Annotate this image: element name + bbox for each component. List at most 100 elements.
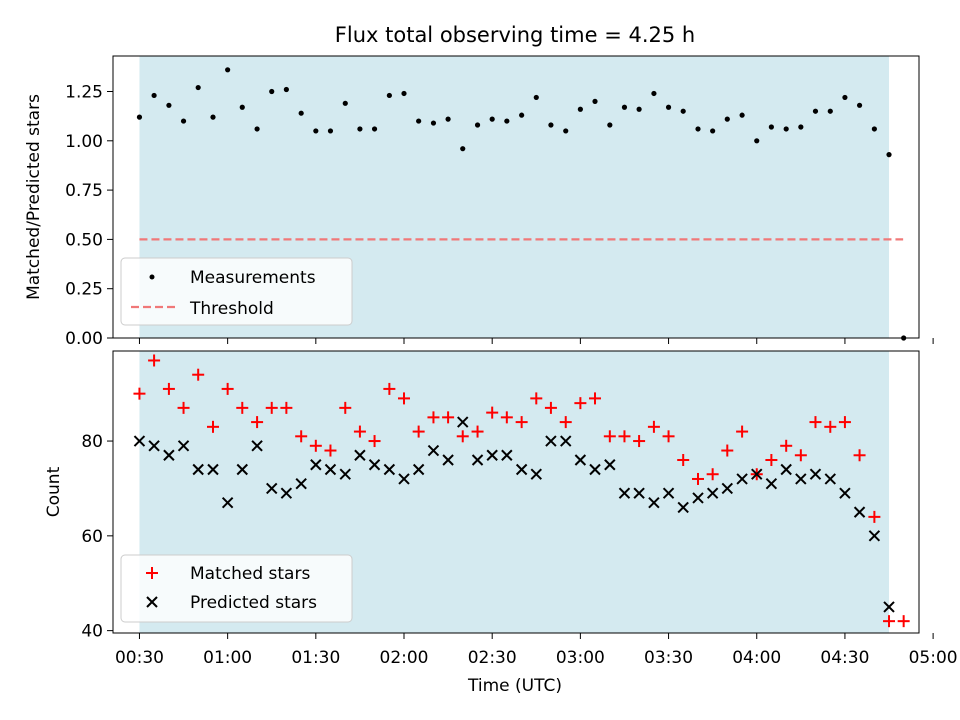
measurement-point bbox=[519, 112, 525, 118]
predicted-star-d2 bbox=[648, 496, 660, 509]
measurement-point bbox=[180, 118, 187, 124]
predicted-star-point bbox=[207, 463, 219, 476]
bottom-legend-box bbox=[120, 554, 353, 623]
bottom-xtick-label: 00:30 bbox=[115, 648, 164, 668]
predicted-star-point bbox=[515, 463, 528, 476]
predicted-star-point bbox=[868, 530, 881, 542]
matched-star-point bbox=[236, 401, 249, 414]
predicted-star-d2 bbox=[604, 459, 616, 471]
predicted-star-d2 bbox=[310, 459, 322, 471]
predicted-star-point bbox=[589, 463, 601, 476]
bottom-xtick-label: 04:00 bbox=[732, 648, 781, 668]
predicted-star-point bbox=[809, 468, 822, 480]
bottom-marks bbox=[133, 354, 910, 628]
predicted-star-point bbox=[471, 454, 484, 466]
matched-star-point bbox=[353, 425, 366, 438]
predicted-star-d2 bbox=[471, 454, 484, 466]
matched-star-point bbox=[765, 454, 778, 467]
measurement-point bbox=[386, 92, 392, 99]
predicted-star-d2 bbox=[251, 440, 263, 452]
measurement-point bbox=[842, 94, 848, 101]
matched-star-point bbox=[647, 420, 660, 433]
matched-star-point bbox=[838, 416, 851, 429]
legend-matched-label: Matched stars bbox=[190, 564, 310, 584]
measurement-point bbox=[548, 122, 554, 128]
predicted-star-point bbox=[677, 501, 689, 514]
predicted-star-d2 bbox=[383, 463, 396, 476]
measurement-point bbox=[695, 126, 701, 132]
bottom-ytick-label: 40 bbox=[81, 622, 103, 642]
legend-predicted-marker bbox=[146, 596, 158, 608]
matched-star-point bbox=[442, 411, 455, 424]
measurement-point bbox=[812, 108, 819, 114]
measurement-point bbox=[724, 116, 730, 122]
matched-star-point bbox=[265, 401, 278, 414]
top-ytick-label: 0.25 bbox=[65, 280, 103, 300]
predicted-star-d2 bbox=[839, 487, 851, 499]
top-marks bbox=[136, 67, 907, 341]
matched-star-point bbox=[618, 430, 631, 443]
predicted-star-d2 bbox=[883, 601, 895, 613]
predicted-star-d2 bbox=[442, 454, 454, 466]
predicted-star-point bbox=[883, 601, 895, 613]
legend-threshold-label: Threshold bbox=[189, 299, 274, 319]
measurement-point bbox=[474, 122, 481, 128]
predicted-star-point bbox=[192, 463, 204, 476]
matched-star-point bbox=[471, 425, 484, 438]
measurement-point bbox=[445, 116, 451, 122]
predicted-star-d2 bbox=[412, 463, 425, 476]
predicted-star-point bbox=[457, 416, 469, 428]
predicted-star-point bbox=[618, 487, 631, 499]
measurement-point bbox=[710, 128, 716, 134]
predicted-star-d2 bbox=[809, 468, 822, 480]
bottom-xtick-label: 03:30 bbox=[644, 648, 693, 668]
measurement-point bbox=[886, 152, 892, 158]
predicted-star-point bbox=[221, 496, 234, 509]
measurement-point bbox=[856, 102, 863, 108]
top-panel: 0.00 0.25 0.50 0.75 1.00 1.25 Matched/Predict… bbox=[24, 55, 934, 349]
measurement-point bbox=[783, 126, 789, 132]
predicted-star-point bbox=[354, 449, 366, 461]
predicted-star-d2 bbox=[515, 463, 528, 476]
measurement-point bbox=[430, 120, 437, 126]
bottom-ytick-label: 60 bbox=[81, 527, 103, 547]
matched-star-point bbox=[221, 382, 234, 395]
matched-star-point bbox=[530, 392, 543, 405]
matched-star-point bbox=[295, 430, 308, 443]
predicted-star-d2 bbox=[133, 435, 146, 447]
top-ytick-label: 1.25 bbox=[65, 82, 103, 102]
predicted-star-d2 bbox=[662, 487, 675, 499]
predicted-star-d2 bbox=[560, 435, 572, 447]
top-x-ticks bbox=[138, 338, 934, 344]
legend-matched-marker bbox=[146, 567, 158, 579]
predicted-star-point bbox=[148, 440, 160, 452]
predicted-star-d2 bbox=[236, 463, 248, 476]
predicted-star-d2 bbox=[795, 473, 807, 485]
predicted-star-point bbox=[574, 454, 587, 466]
measurement-point bbox=[166, 102, 172, 108]
top-ytick-label: 0.50 bbox=[65, 230, 103, 250]
matched-star-point bbox=[500, 411, 513, 424]
measurement-point bbox=[563, 128, 569, 134]
matched-star-point bbox=[162, 382, 175, 395]
legend-measurements-marker bbox=[149, 274, 155, 280]
predicted-star-d2 bbox=[280, 487, 293, 499]
predicted-star-d2 bbox=[853, 506, 866, 518]
measurement-point bbox=[210, 114, 216, 120]
matched-star-point bbox=[544, 401, 557, 414]
measurement-point bbox=[754, 138, 760, 144]
bottom-xtick-label: 02:30 bbox=[468, 648, 517, 668]
predicted-star-point bbox=[560, 435, 572, 447]
predicted-star-d2 bbox=[339, 468, 351, 480]
predicted-star-d2 bbox=[530, 468, 542, 480]
top-legend-box bbox=[120, 257, 353, 326]
top-y-ticks: 0.00 0.25 0.50 0.75 1.00 1.25 bbox=[65, 82, 113, 349]
matched-star-point bbox=[133, 387, 146, 400]
predicted-star-d2 bbox=[163, 449, 175, 461]
matched-star-point bbox=[383, 382, 396, 395]
matched-star-point bbox=[897, 615, 910, 628]
matched-star-point bbox=[603, 430, 616, 443]
bottom-panel-frame bbox=[112, 350, 920, 634]
measurement-point bbox=[577, 106, 583, 112]
